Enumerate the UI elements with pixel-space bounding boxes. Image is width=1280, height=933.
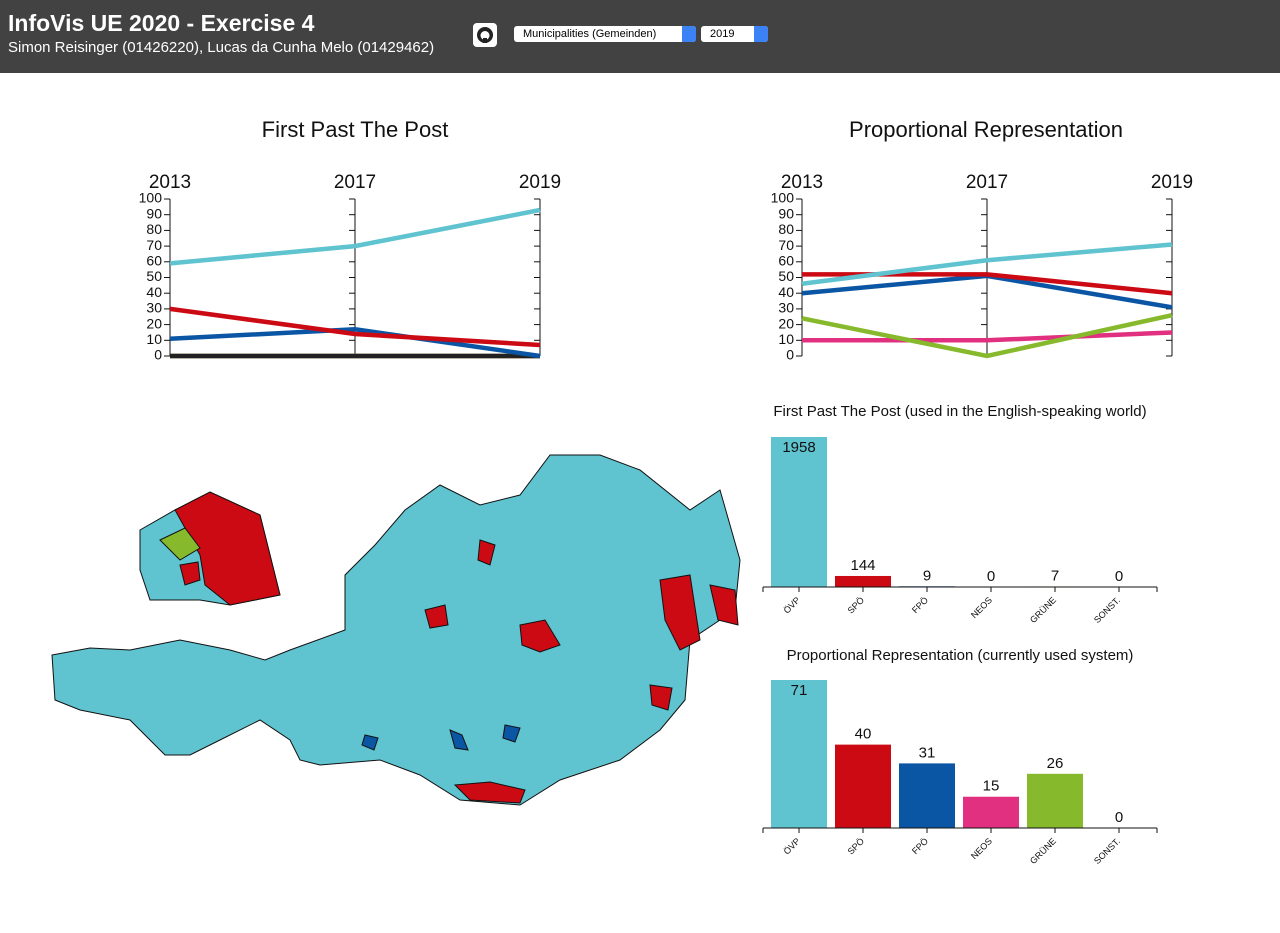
x-tick-label: NEOS	[969, 595, 994, 620]
header: InfoVis UE 2020 - Exercise 4 Simon Reisi…	[0, 0, 1280, 73]
y-tick-label: 90	[146, 205, 162, 221]
bar-value-label: 7	[1051, 567, 1059, 584]
x-tick-label: GRÜNE	[1028, 595, 1058, 625]
x-tick-label: SONST.	[1092, 836, 1122, 866]
level-select[interactable]: Municipalities (Gemeinden)	[514, 26, 696, 42]
map-region	[709, 584, 739, 626]
y-tick-label: 80	[778, 221, 794, 237]
x-tick-label: NEOS	[969, 836, 994, 861]
y-tick-label: 0	[786, 347, 794, 363]
map-region	[659, 574, 701, 651]
bar-value-label: 0	[1115, 809, 1123, 826]
bar	[771, 680, 827, 828]
x-tick-label: FPÖ	[910, 836, 930, 856]
y-tick-label: 60	[146, 253, 162, 269]
map-region	[453, 781, 526, 804]
bar-value-label: 1958	[782, 439, 815, 456]
chart-title: First Past The Post	[262, 117, 449, 142]
map-region	[361, 734, 379, 751]
bar-value-label: 9	[923, 567, 931, 584]
y-tick-label: 10	[778, 331, 794, 347]
map-austria	[51, 454, 741, 806]
dashboard: First Past The Post201301020304050607080…	[51, 117, 1193, 866]
chart-title: Proportional Representation (currently u…	[787, 647, 1134, 664]
x-tick-label: SONST.	[1092, 595, 1122, 625]
y-tick-label: 70	[146, 237, 162, 253]
bar	[1027, 773, 1083, 828]
y-tick-label: 40	[778, 284, 794, 300]
series-line	[801, 312, 1173, 359]
series-line	[802, 330, 1173, 343]
bar	[771, 437, 827, 587]
bar-value-label: 144	[850, 557, 875, 574]
series-line	[169, 327, 541, 359]
bar-value-label: 40	[855, 726, 872, 743]
year-select[interactable]: 2019	[701, 26, 768, 42]
bar-value-label: 26	[1047, 755, 1064, 772]
bar-value-label: 15	[983, 778, 1000, 795]
bar	[963, 796, 1019, 828]
x-tick-label: GRÜNE	[1028, 836, 1058, 866]
map-region	[449, 729, 469, 751]
chart-title: First Past The Post (used in the English…	[773, 403, 1146, 420]
y-tick-label: 20	[778, 315, 794, 331]
github-link[interactable]	[473, 23, 497, 47]
bar-value-label: 0	[987, 568, 995, 585]
x-tick-label: SPÖ	[846, 595, 867, 616]
x-tick-label: ÖVP	[782, 595, 803, 616]
y-tick-label: 50	[146, 268, 162, 284]
y-tick-label: 50	[778, 268, 794, 284]
y-tick-label: 70	[778, 237, 794, 253]
axis-label: 2019	[1151, 172, 1193, 193]
y-tick-label: 100	[139, 190, 163, 206]
series-line	[169, 306, 541, 348]
axis-label: 2013	[149, 172, 191, 193]
axis-label: 2017	[966, 172, 1008, 193]
bar	[835, 575, 891, 587]
bar	[835, 744, 891, 828]
y-tick-label: 30	[146, 300, 162, 316]
y-tick-label: 0	[154, 347, 162, 363]
map-region	[519, 619, 561, 653]
y-tick-label: 60	[778, 253, 794, 269]
y-tick-label: 40	[146, 284, 162, 300]
bar	[899, 763, 955, 828]
map	[51, 454, 741, 806]
map-region	[502, 724, 521, 743]
axis-label: 2017	[334, 172, 376, 193]
app-title: InfoVis UE 2020 - Exercise 4	[8, 10, 315, 36]
y-tick-label: 80	[146, 221, 162, 237]
app-subtitle: Simon Reisinger (01426220), Lucas da Cun…	[8, 39, 435, 56]
map-region	[174, 491, 281, 606]
axis-label: 2013	[781, 172, 823, 193]
y-tick-label: 100	[771, 190, 795, 206]
map-region	[179, 561, 201, 586]
map-region	[159, 527, 201, 561]
chart-title: Proportional Representation	[849, 117, 1123, 142]
map-region	[477, 539, 496, 566]
y-tick-label: 20	[146, 315, 162, 331]
y-tick-label: 30	[778, 300, 794, 316]
y-tick-label: 10	[146, 331, 162, 347]
x-tick-label: FPÖ	[910, 595, 930, 615]
series-line	[169, 207, 541, 266]
map-region	[424, 604, 449, 629]
axis-label: 2019	[519, 172, 561, 193]
bar-value-label: 31	[919, 744, 936, 761]
bar-value-label: 0	[1115, 568, 1123, 585]
x-tick-label: ÖVP	[782, 836, 803, 857]
y-tick-label: 90	[778, 205, 794, 221]
map-region	[649, 684, 673, 711]
series-line	[801, 242, 1173, 287]
bar-value-label: 71	[791, 682, 808, 699]
x-tick-label: SPÖ	[846, 836, 867, 857]
